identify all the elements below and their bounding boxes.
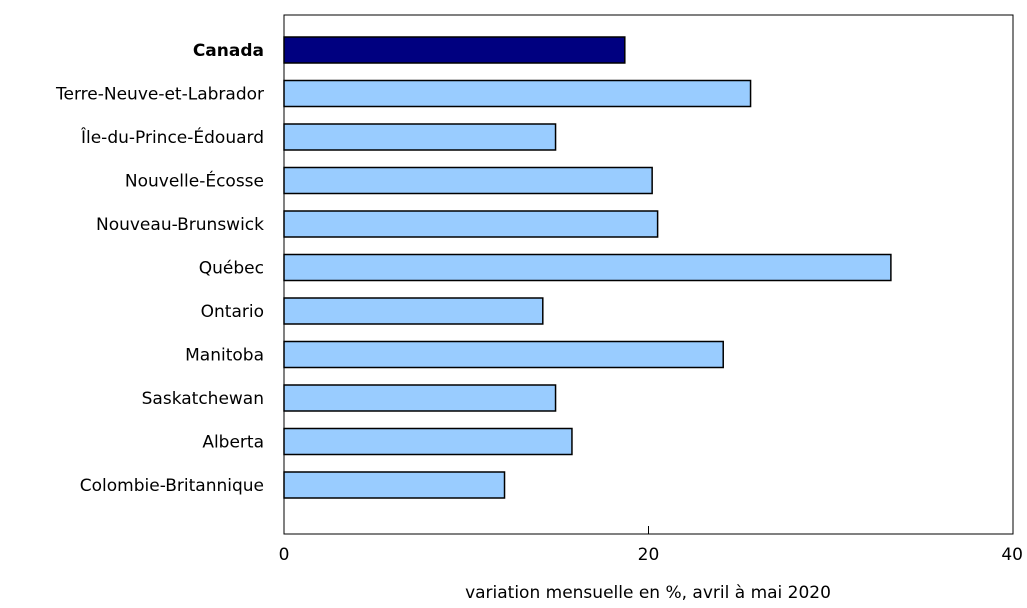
x-axis-ticks: 0 20 40 — [279, 526, 1023, 565]
category-label-nouveau-brunswick: Nouveau-Brunswick — [96, 215, 264, 235]
category-labels: Canada Terre-Neuve-et-Labrador Île-du-Prin… — [55, 41, 264, 496]
category-label-colombie-britannique: Colombie-Britannique — [80, 476, 264, 496]
x-tick-label-20: 20 — [638, 545, 660, 565]
x-axis-title: variation mensuelle en %, avril à mai 20… — [465, 583, 831, 603]
bar-manitoba — [283, 340, 724, 369]
category-label-nouvelle-ecosse: Nouvelle-Écosse — [125, 170, 264, 192]
category-label-canada: Canada — [193, 41, 264, 61]
bar-canada — [283, 36, 626, 64]
bar-nouvelle-ecosse — [283, 166, 653, 195]
category-label-manitoba: Manitoba — [185, 346, 264, 366]
bar-ile-du-prince-edouard — [283, 123, 557, 151]
category-label-terre-neuve-et-labrador: Terre-Neuve-et-Labrador — [55, 85, 264, 105]
x-tick-label-40: 40 — [1001, 545, 1023, 565]
bar-alberta — [283, 427, 573, 456]
category-label-saskatchewan: Saskatchewan — [142, 389, 264, 409]
bar-saskatchewan — [283, 384, 557, 412]
category-label-ile-du-prince-edouard: Île-du-Prince-Édouard — [80, 126, 264, 148]
bars-group — [283, 36, 892, 499]
bar-terre-neuve-et-labrador — [283, 79, 752, 108]
bar-nouveau-brunswick — [283, 210, 659, 238]
x-tick-label-0: 0 — [279, 545, 290, 565]
bar-quebec — [283, 253, 892, 282]
bar-ontario — [283, 297, 544, 325]
category-label-quebec: Québec — [199, 259, 264, 279]
category-label-ontario: Ontario — [201, 302, 264, 322]
category-label-alberta: Alberta — [202, 433, 264, 453]
bar-colombie-britannique — [283, 471, 506, 499]
